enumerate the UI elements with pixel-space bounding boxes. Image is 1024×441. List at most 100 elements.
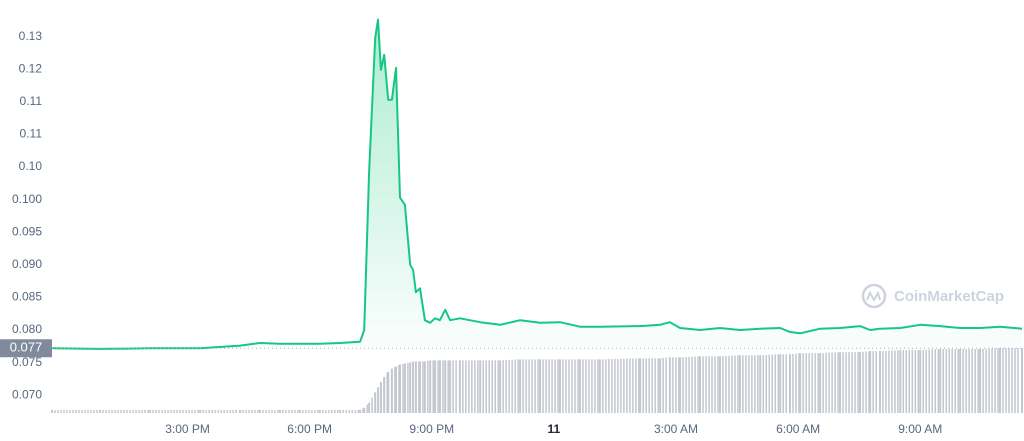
volume-stripe	[407, 362, 409, 413]
volume-bar	[788, 354, 791, 413]
volume-stripe	[90, 409, 92, 413]
volume-stripe	[714, 356, 716, 413]
volume-stripe	[354, 409, 356, 413]
volume-bar	[819, 353, 822, 413]
volume-stripe	[988, 348, 990, 413]
volume-bar	[239, 409, 242, 413]
volume-stripe	[554, 359, 556, 413]
volume-stripe	[585, 359, 587, 413]
volume-stripe	[179, 409, 181, 413]
volume-stripe	[942, 349, 944, 413]
volume-stripe	[525, 359, 527, 413]
volume-stripe	[971, 349, 973, 413]
volume-stripe	[455, 360, 457, 413]
volume-stripe	[268, 409, 270, 413]
volume-stripe	[311, 409, 313, 413]
volume-stripe	[271, 409, 273, 413]
volume-stripe	[548, 359, 550, 413]
volume-stripe	[111, 409, 113, 413]
volume-stripe	[66, 409, 68, 413]
volume-stripe	[173, 409, 175, 413]
volume-stripe	[1017, 348, 1019, 413]
volume-stripe	[602, 359, 604, 413]
volume-bar	[199, 409, 202, 413]
volume-stripe	[745, 355, 747, 413]
volume-stripe	[848, 352, 850, 413]
volume-bar	[759, 355, 762, 413]
volume-stripe	[708, 356, 710, 413]
volume-stripe	[75, 409, 77, 413]
volume-stripe	[291, 409, 293, 413]
y-tick-label: 0.075	[12, 355, 42, 369]
volume-stripe	[682, 357, 684, 413]
volume-stripe	[442, 360, 444, 413]
volume-stripe	[257, 409, 259, 413]
volume-stripe	[737, 355, 739, 413]
volume-stripe	[828, 352, 830, 413]
volume-bar	[387, 371, 390, 413]
volume-stripe	[120, 409, 122, 413]
volume-stripe	[638, 358, 640, 413]
volume-stripe	[78, 409, 80, 413]
volume-stripe	[762, 355, 765, 413]
volume-stripe	[1008, 348, 1010, 413]
volume-stripe	[135, 409, 137, 413]
volume-stripe	[568, 359, 570, 413]
volume-stripe	[386, 373, 388, 413]
volume-stripe	[962, 349, 964, 413]
volume-stripe	[528, 359, 530, 413]
volume-stripe	[885, 350, 887, 413]
volume-bar	[438, 360, 441, 413]
volume-stripe	[491, 360, 493, 413]
volume-stripe	[851, 352, 853, 413]
y-tick-label: 0.090	[12, 257, 42, 271]
volume-stripe	[632, 358, 634, 413]
volume-stripe	[734, 355, 736, 413]
volume-stripe	[662, 358, 664, 413]
volume-stripe	[477, 360, 479, 413]
volume-stripe	[69, 409, 71, 413]
volume-stripe	[562, 359, 564, 413]
volume-stripe	[814, 353, 816, 413]
volume-stripe	[894, 350, 896, 413]
price-area	[52, 19, 1022, 349]
volume-stripe	[514, 359, 516, 413]
volume-stripe	[152, 409, 154, 413]
volume-bar	[403, 363, 406, 413]
volume-stripe	[651, 358, 653, 413]
volume-stripe	[342, 409, 344, 413]
volume-stripe	[474, 360, 476, 413]
volume-stripe	[798, 353, 800, 413]
volume-stripe	[694, 356, 696, 413]
volume-stripe	[114, 409, 116, 413]
volume-stripe	[771, 354, 774, 413]
volume-bar	[558, 359, 561, 413]
volume-stripe	[331, 409, 333, 413]
volume-stripe	[351, 409, 353, 413]
volume-stripe	[957, 349, 959, 413]
volume-stripe	[782, 354, 784, 413]
current-price-label: 0.077	[10, 340, 43, 355]
volume-stripe	[542, 359, 544, 413]
volume-bar	[449, 360, 452, 413]
volume-stripe	[357, 409, 359, 413]
volume-stripe	[427, 360, 429, 413]
volume-stripe	[217, 409, 219, 413]
volume-stripe	[170, 409, 172, 413]
volume-stripe	[968, 349, 970, 413]
volume-stripe	[522, 359, 524, 413]
volume-stripe	[126, 409, 128, 413]
volume-stripe	[765, 354, 768, 413]
volume-stripe	[557, 359, 559, 413]
volume-stripe	[678, 357, 680, 413]
volume-stripe	[508, 359, 510, 413]
volume-stripe	[565, 359, 567, 413]
volume-stripe	[398, 365, 400, 413]
volume-stripe	[494, 360, 496, 413]
volume-bar	[418, 361, 421, 413]
volume-bar	[434, 360, 437, 413]
volume-stripe	[497, 360, 499, 413]
volume-stripe	[517, 359, 519, 413]
volume-stripe	[917, 350, 920, 413]
volume-stripe	[722, 356, 724, 413]
